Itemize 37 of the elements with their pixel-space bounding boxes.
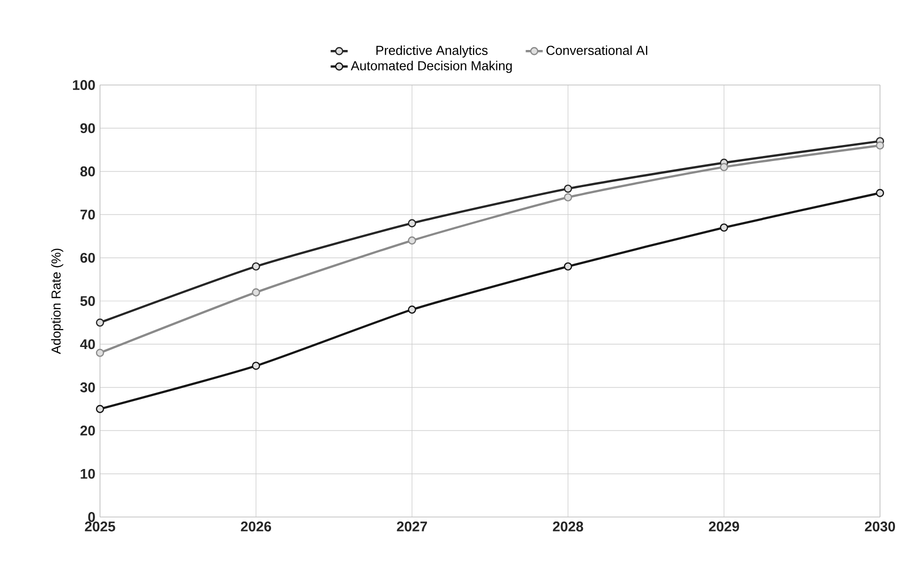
point xyxy=(408,219,416,228)
y-tick-label: 70 xyxy=(80,210,95,220)
point xyxy=(96,348,104,357)
point xyxy=(252,262,260,271)
y-tick-label: 100 xyxy=(72,80,95,90)
legend-label: Conversational AI xyxy=(546,45,648,55)
x-tick-label: 2028 xyxy=(552,522,584,532)
y-tick-label: 0 xyxy=(88,512,95,522)
point xyxy=(564,184,572,193)
y-tick-label: 80 xyxy=(80,166,95,176)
point xyxy=(720,162,728,172)
point xyxy=(720,223,728,232)
point xyxy=(408,306,416,314)
point xyxy=(564,193,572,202)
x-tick-label: 2025 xyxy=(84,522,116,532)
x-tick-label: 2029 xyxy=(708,522,740,532)
y-tick-label: 40 xyxy=(80,339,95,350)
x-tick-label: 2026 xyxy=(240,522,272,532)
x-tick-label: 2030 xyxy=(864,522,896,532)
point xyxy=(408,236,416,245)
y-tick-label: 50 xyxy=(80,296,95,306)
legend-label: Automated Decision Making xyxy=(350,60,512,73)
y-tick-label: 90 xyxy=(80,123,95,134)
point xyxy=(96,318,104,327)
point xyxy=(252,288,260,296)
y-tick-label: 60 xyxy=(80,252,95,263)
y-tick-label: 30 xyxy=(80,382,95,392)
x-tick-label: 2027 xyxy=(396,522,427,532)
point xyxy=(96,404,104,414)
y-tick-label: 10 xyxy=(80,468,95,479)
point xyxy=(564,262,572,271)
y-tick-label: 20 xyxy=(80,426,95,436)
point xyxy=(876,141,884,150)
point xyxy=(876,188,884,198)
legend-label: Predictive Analytics xyxy=(376,45,488,58)
point xyxy=(252,362,260,370)
y-axis-title: Adoption Rate (%) xyxy=(51,248,64,354)
